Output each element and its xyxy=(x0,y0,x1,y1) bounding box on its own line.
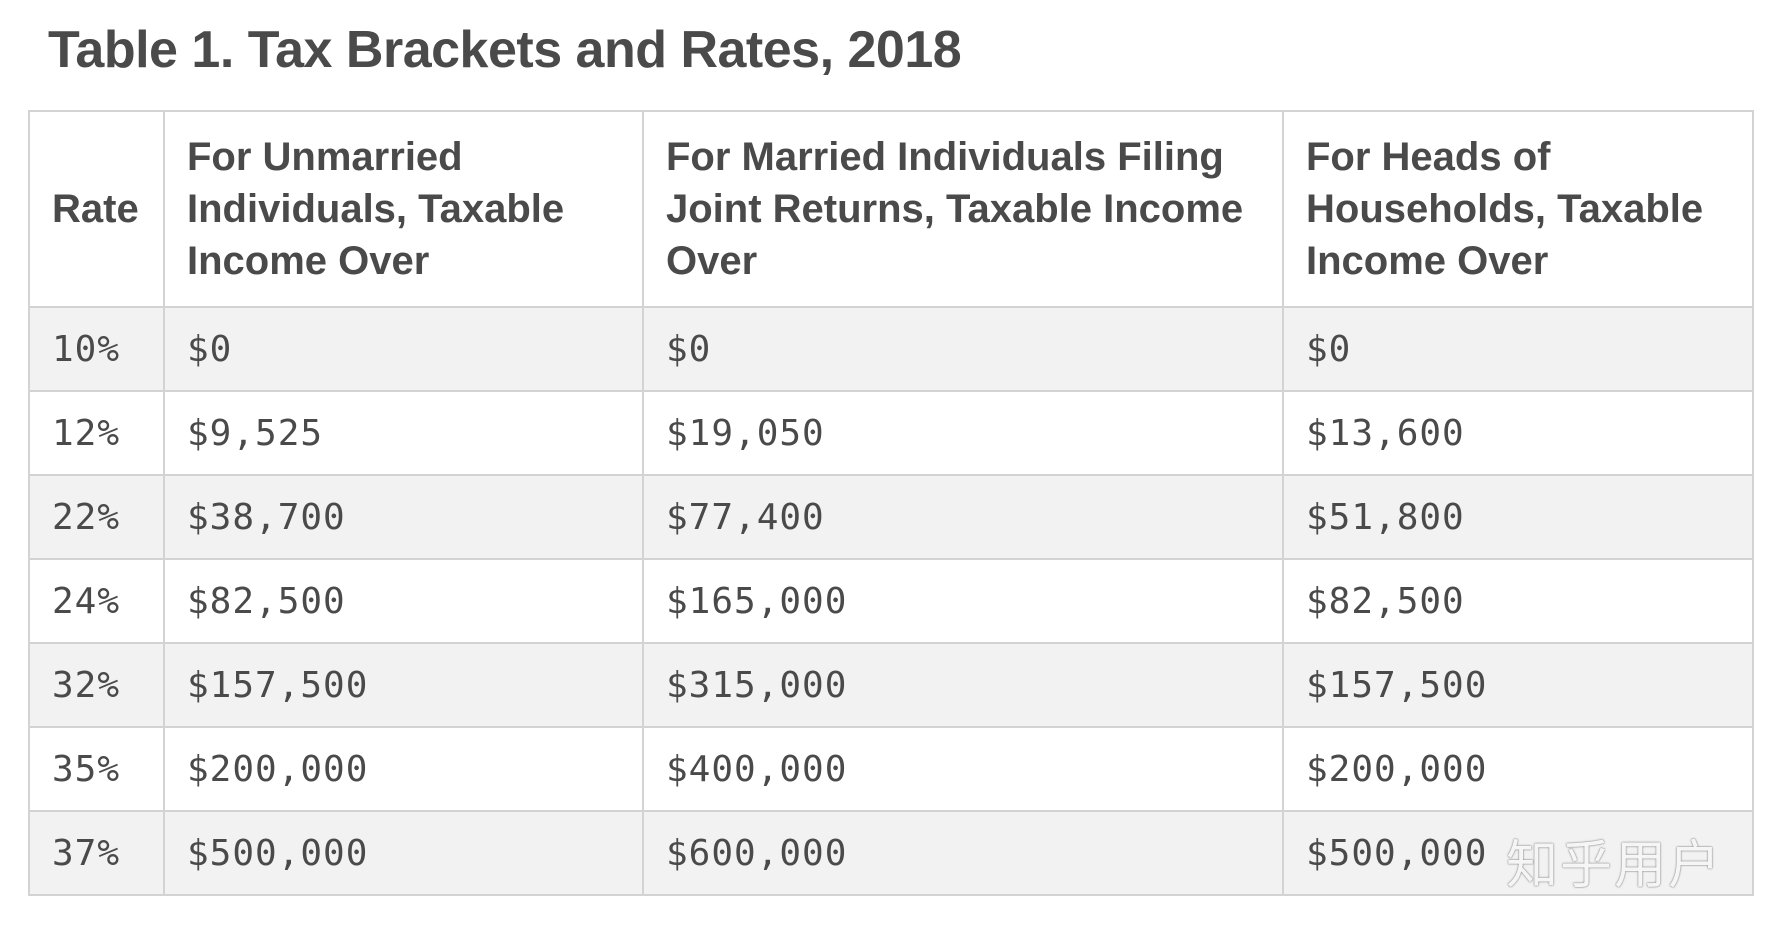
unmarried-cell: $157,500 xyxy=(163,642,644,728)
rate-cell: 10% xyxy=(28,306,165,392)
rate-cell: 12% xyxy=(28,390,165,476)
heads-of-households-cell: $0 xyxy=(1282,306,1754,392)
married-joint-cell: $19,050 xyxy=(642,390,1284,476)
heads-of-households-cell: $200,000 xyxy=(1282,726,1754,812)
unmarried-cell: $200,000 xyxy=(163,726,644,812)
married-joint-cell: $77,400 xyxy=(642,474,1284,560)
table-row: 22% $38,700 $77,400 $51,800 xyxy=(28,474,1754,560)
header-row: Rate For Unmarried Individuals, Taxable … xyxy=(28,110,1754,308)
table-row: 12% $9,525 $19,050 $13,600 xyxy=(28,390,1754,476)
unmarried-cell: $82,500 xyxy=(163,558,644,644)
rate-cell: 32% xyxy=(28,642,165,728)
header-married-joint: For Married Individuals Filing Joint Ret… xyxy=(642,110,1284,308)
header-unmarried: For Unmarried Individuals, Taxable Incom… xyxy=(163,110,644,308)
married-joint-cell: $165,000 xyxy=(642,558,1284,644)
married-joint-cell: $400,000 xyxy=(642,726,1284,812)
rate-cell: 37% xyxy=(28,810,165,896)
tax-brackets-table: Rate For Unmarried Individuals, Taxable … xyxy=(28,110,1754,896)
married-joint-cell: $600,000 xyxy=(642,810,1284,896)
heads-of-households-cell: $82,500 xyxy=(1282,558,1754,644)
table-row: 35% $200,000 $400,000 $200,000 xyxy=(28,726,1754,812)
unmarried-cell: $0 xyxy=(163,306,644,392)
table-row: 24% $82,500 $165,000 $82,500 xyxy=(28,558,1754,644)
unmarried-cell: $500,000 xyxy=(163,810,644,896)
header-rate: Rate xyxy=(28,110,165,308)
table-row: 32% $157,500 $315,000 $157,500 xyxy=(28,642,1754,728)
rate-cell: 35% xyxy=(28,726,165,812)
table-title: Table 1. Tax Brackets and Rates, 2018 xyxy=(48,21,962,79)
heads-of-households-cell: $157,500 xyxy=(1282,642,1754,728)
watermark-text: 知乎用户 xyxy=(1505,836,1722,896)
heads-of-households-cell: $13,600 xyxy=(1282,390,1754,476)
table-row: 37% $500,000 $600,000 $500,000 xyxy=(28,810,1754,896)
heads-of-households-cell: $51,800 xyxy=(1282,474,1754,560)
married-joint-cell: $315,000 xyxy=(642,642,1284,728)
heads-of-households-cell: $500,000 xyxy=(1282,810,1754,896)
rate-cell: 24% xyxy=(28,558,165,644)
unmarried-cell: $38,700 xyxy=(163,474,644,560)
rate-cell: 22% xyxy=(28,474,165,560)
header-heads-of-households: For Heads of Households, Taxable Income … xyxy=(1282,110,1754,308)
table-row: 10% $0 $0 $0 xyxy=(28,306,1754,392)
unmarried-cell: $9,525 xyxy=(163,390,644,476)
married-joint-cell: $0 xyxy=(642,306,1284,392)
